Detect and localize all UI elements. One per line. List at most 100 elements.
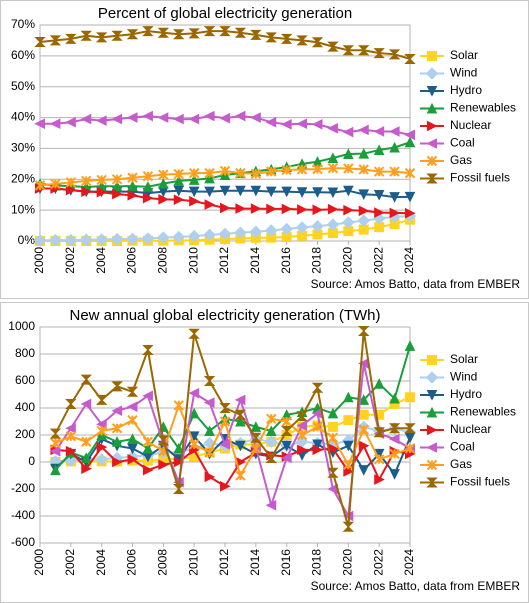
data-point	[173, 484, 185, 494]
series-line	[55, 402, 411, 479]
chart-title: New annual global electricity generation…	[70, 307, 381, 324]
data-point	[142, 436, 154, 447]
x-tick-label: 2024	[402, 247, 416, 274]
data-point	[111, 180, 123, 192]
data-point	[188, 167, 200, 179]
data-point	[158, 459, 169, 471]
data-point	[265, 499, 277, 511]
data-point	[234, 409, 247, 420]
legend-label: Renewables	[450, 405, 516, 419]
data-point	[80, 233, 93, 246]
legend-label: Hydro	[450, 83, 482, 97]
x-tick-label: 2000	[32, 247, 46, 274]
data-point	[405, 392, 415, 403]
data-point	[188, 387, 200, 399]
data-point	[172, 230, 185, 244]
data-point	[343, 415, 354, 426]
data-point	[126, 401, 138, 412]
data-point	[142, 170, 154, 182]
data-point	[342, 126, 354, 138]
data-point	[265, 116, 277, 128]
data-point	[311, 382, 324, 393]
data-point	[111, 405, 123, 417]
data-point	[204, 167, 215, 179]
data-point	[218, 227, 232, 241]
y-tick-label: 0	[28, 454, 35, 468]
data-point	[357, 214, 370, 227]
data-point	[373, 126, 385, 137]
legend-label: Nuclear	[450, 422, 491, 436]
x-tick-label: 2024	[402, 549, 416, 576]
data-point	[373, 190, 385, 201]
x-tick-label: 2016	[279, 549, 293, 576]
data-point	[64, 233, 78, 247]
data-point	[388, 433, 400, 445]
data-point	[173, 456, 185, 468]
data-point	[373, 48, 385, 59]
data-point	[65, 184, 77, 196]
x-tick-label: 2002	[63, 247, 77, 274]
data-point	[127, 190, 139, 201]
chart-title: Percent of global electricity generation	[98, 5, 352, 22]
legend-label: Gas	[450, 457, 472, 471]
data-point	[297, 204, 308, 215]
data-point	[65, 445, 77, 457]
data-point	[249, 225, 263, 238]
data-point	[50, 178, 61, 190]
data-point	[296, 411, 308, 422]
data-point	[388, 49, 401, 60]
data-point	[142, 464, 154, 476]
data-point	[404, 191, 416, 203]
data-point	[173, 113, 184, 125]
data-point	[265, 32, 277, 43]
data-point	[126, 232, 139, 246]
data-point	[219, 416, 231, 427]
data-point	[111, 30, 123, 41]
x-tick-label: 2002	[63, 549, 77, 576]
data-point	[49, 35, 62, 46]
legend-label: Nuclear	[450, 118, 491, 132]
legend-marker	[427, 51, 437, 61]
data-point	[126, 386, 139, 397]
data-point	[343, 185, 354, 197]
data-point	[126, 29, 139, 40]
data-point	[295, 221, 309, 234]
data-point	[235, 167, 246, 179]
data-point	[234, 394, 246, 406]
data-point	[33, 234, 47, 247]
data-point	[173, 29, 185, 40]
data-point	[343, 163, 354, 174]
data-point	[327, 432, 339, 443]
data-point	[65, 431, 77, 442]
data-point	[388, 423, 401, 434]
data-point	[404, 129, 415, 141]
legend-marker	[425, 371, 439, 384]
data-point	[312, 444, 324, 456]
data-point	[127, 180, 138, 192]
x-tick-label: 2022	[371, 247, 385, 274]
data-point	[49, 118, 61, 130]
y-tick-label: 10%	[11, 202, 35, 216]
data-point	[373, 427, 385, 438]
data-point	[203, 26, 216, 37]
data-point	[65, 398, 77, 409]
data-point	[80, 452, 92, 463]
data-point	[389, 192, 400, 203]
data-point	[142, 110, 153, 122]
data-point	[65, 116, 76, 128]
legend-label: Coal	[450, 136, 475, 150]
y-tick-label: 600	[15, 373, 35, 387]
data-point	[50, 437, 61, 449]
data-point	[142, 390, 153, 402]
data-point	[234, 226, 247, 239]
data-point	[266, 166, 277, 177]
x-tick-label: 2004	[94, 549, 108, 576]
data-point	[327, 467, 339, 478]
data-point	[389, 141, 400, 153]
data-point	[219, 185, 231, 197]
data-point	[265, 452, 277, 463]
data-point	[157, 27, 170, 38]
data-point	[189, 195, 200, 207]
data-point	[65, 422, 76, 434]
data-point	[404, 340, 416, 351]
